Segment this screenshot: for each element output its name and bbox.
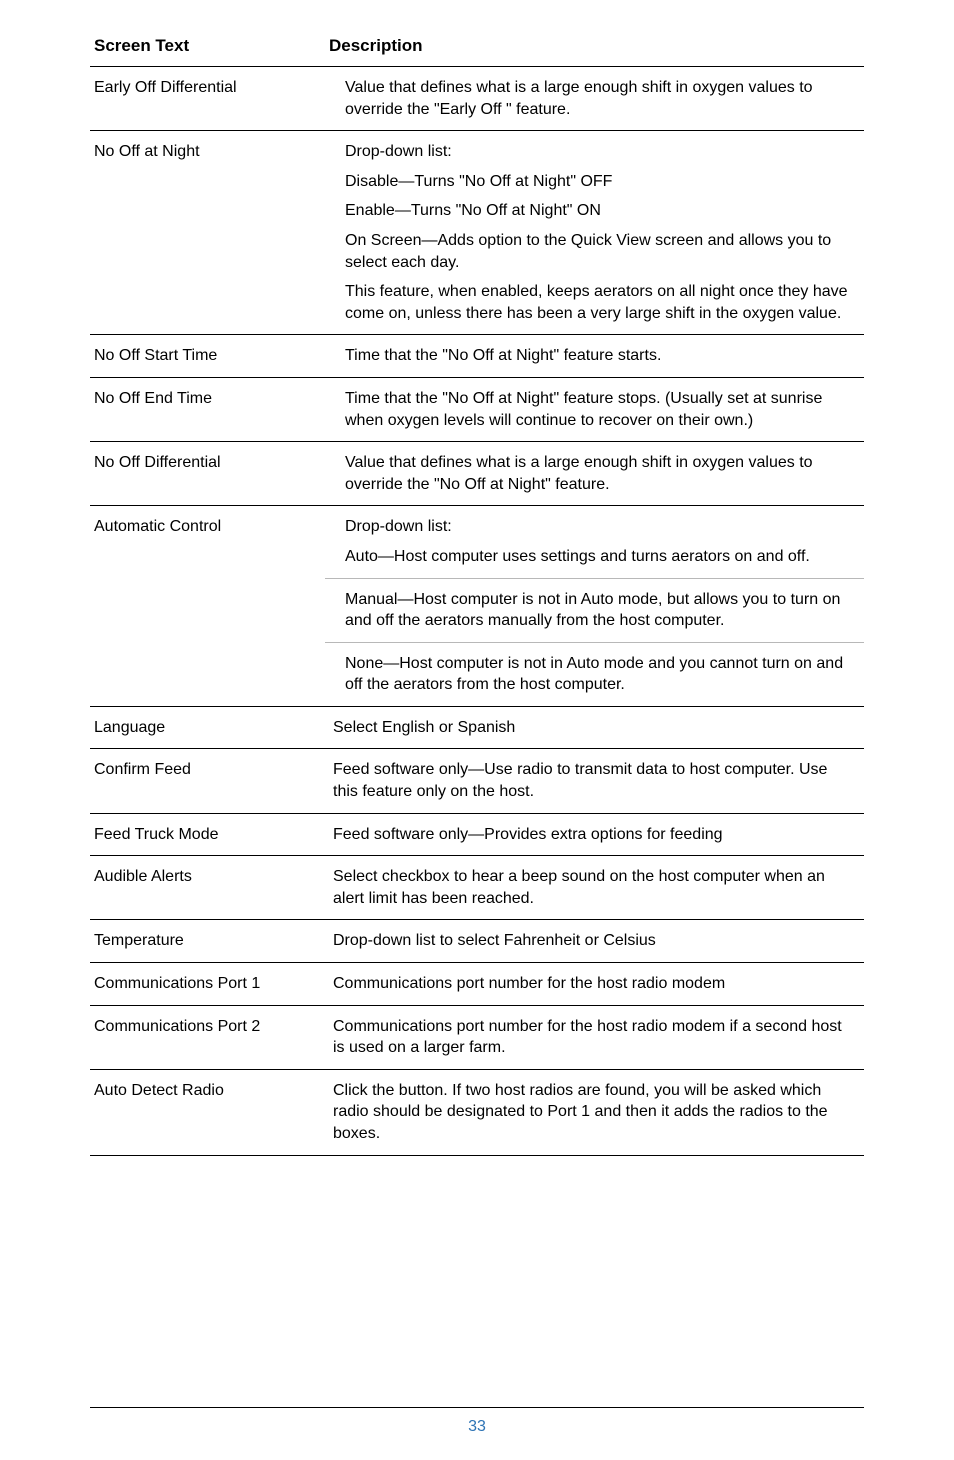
document-page: Screen Text Description Early Off Differ… <box>0 0 954 1460</box>
term-cell: Automatic Control <box>90 506 325 707</box>
description-text: Value that defines what is a large enoug… <box>345 77 856 120</box>
description-text: Feed software only—Provides extra option… <box>333 824 856 846</box>
description-block: Drop-down list: Disable—Turns "No Off at … <box>325 131 864 334</box>
term-cell: Temperature <box>90 920 325 963</box>
term-cell: No Off Differential <box>90 442 325 506</box>
page-footer: 33 <box>0 1407 954 1436</box>
description-text: Value that defines what is a large enoug… <box>345 452 856 495</box>
description-cell: Click the button. If two host radios are… <box>325 1069 864 1155</box>
description-block: Click the button. If two host radios are… <box>325 1070 864 1155</box>
table-row: Confirm FeedFeed software only—Use radio… <box>90 749 864 813</box>
description-text: Feed software only—Use radio to transmit… <box>333 759 856 802</box>
description-text: This feature, when enabled, keeps aerato… <box>345 281 856 324</box>
term-cell: No Off End Time <box>90 377 325 441</box>
description-block: Time that the "No Off at Night" feature … <box>325 378 864 441</box>
description-text: Drop-down list: <box>345 141 856 163</box>
description-cell: Communications port number for the host … <box>325 1005 864 1069</box>
table-row: Auto Detect RadioClick the button. If tw… <box>90 1069 864 1155</box>
description-text: Drop-down list to select Fahrenheit or C… <box>333 930 856 952</box>
header-description: Description <box>325 30 864 67</box>
header-screen-text: Screen Text <box>90 30 325 67</box>
description-block: Feed software only—Provides extra option… <box>325 814 864 856</box>
description-block: Drop-down list to select Fahrenheit or C… <box>325 920 864 962</box>
term-cell: Auto Detect Radio <box>90 1069 325 1155</box>
definitions-table: Screen Text Description Early Off Differ… <box>90 30 864 1156</box>
table-row: Automatic Control Drop-down list: Auto—Hos… <box>90 506 864 707</box>
description-text: Select English or Spanish <box>333 717 856 739</box>
description-text: Time that the "No Off at Night" feature … <box>345 388 856 431</box>
description-block: Select checkbox to hear a beep sound on … <box>325 856 864 919</box>
description-cell: Drop-down list: Disable—Turns "No Off at … <box>325 131 864 335</box>
footer-rule <box>90 1407 864 1408</box>
description-cell: Time that the "No Off at Night" feature … <box>325 377 864 441</box>
description-block: None—Host computer is not in Auto mode a… <box>325 642 864 706</box>
table-header-row: Screen Text Description <box>90 30 864 67</box>
table-row: Language Select English or Spanish <box>90 706 864 749</box>
description-cell: Value that defines what is a large enoug… <box>325 67 864 131</box>
description-text: Communications port number for the host … <box>333 1016 856 1059</box>
table-row: Communications Port 1 Communications port… <box>90 963 864 1006</box>
description-block: Value that defines what is a large enoug… <box>325 67 864 130</box>
term-cell: No Off at Night <box>90 131 325 335</box>
description-text: On Screen—Adds option to the Quick View … <box>345 230 856 273</box>
description-cell: Drop-down list to select Fahrenheit or C… <box>325 920 864 963</box>
table-row: No Off at Night Drop-down list: Disable—Tu… <box>90 131 864 335</box>
description-text: None—Host computer is not in Auto mode a… <box>345 653 856 696</box>
description-text: Manual—Host computer is not in Auto mode… <box>345 589 856 632</box>
table-row: No Off Start Time Time that the "No Off a… <box>90 335 864 378</box>
description-block: Feed software only—Use radio to transmit… <box>325 749 864 812</box>
table-row: Audible AlertsSelect checkbox to hear a … <box>90 856 864 920</box>
term-cell: Language <box>90 706 325 749</box>
description-cell: Value that defines what is a large enoug… <box>325 442 864 506</box>
table-row: Early Off Differential Value that defines… <box>90 67 864 131</box>
description-cell: Drop-down list: Auto—Host computer uses s… <box>325 506 864 707</box>
description-block: Manual—Host computer is not in Auto mode… <box>325 578 864 642</box>
table-row: No Off Differential Value that defines wh… <box>90 442 864 506</box>
description-block: Communications port number for the host … <box>325 963 864 1005</box>
description-block: Select English or Spanish <box>325 707 864 749</box>
description-cell: Feed software only—Provides extra option… <box>325 813 864 856</box>
term-cell: Early Off Differential <box>90 67 325 131</box>
description-cell: Select checkbox to hear a beep sound on … <box>325 856 864 920</box>
page-number: 33 <box>468 1418 486 1435</box>
description-cell: Select English or Spanish <box>325 706 864 749</box>
description-text: Drop-down list: <box>345 516 856 538</box>
description-text: Select checkbox to hear a beep sound on … <box>333 866 856 909</box>
term-cell: Communications Port 2 <box>90 1005 325 1069</box>
description-text: Communications port number for the host … <box>333 973 856 995</box>
description-block: Time that the "No Off at Night" feature … <box>325 335 864 377</box>
description-text: Disable—Turns "No Off at Night" OFF <box>345 171 856 193</box>
description-text: Time that the "No Off at Night" feature … <box>345 345 856 367</box>
description-text: Enable—Turns "No Off at Night" ON <box>345 200 856 222</box>
description-block: Communications port number for the host … <box>325 1006 864 1069</box>
table-row: Feed Truck Mode Feed software only—Provid… <box>90 813 864 856</box>
term-cell: Confirm Feed <box>90 749 325 813</box>
term-cell: Feed Truck Mode <box>90 813 325 856</box>
term-cell: Communications Port 1 <box>90 963 325 1006</box>
table-row: Temperature Drop-down list to select Fahr… <box>90 920 864 963</box>
description-block: Value that defines what is a large enoug… <box>325 442 864 505</box>
table-row: No Off End Time Time that the "No Off at … <box>90 377 864 441</box>
description-cell: Time that the "No Off at Night" feature … <box>325 335 864 378</box>
description-text: Click the button. If two host radios are… <box>333 1080 856 1145</box>
table-body: Early Off Differential Value that defines… <box>90 67 864 1156</box>
description-cell: Communications port number for the host … <box>325 963 864 1006</box>
description-cell: Feed software only—Use radio to transmit… <box>325 749 864 813</box>
description-text: Auto—Host computer uses settings and tur… <box>345 546 856 568</box>
term-cell: Audible Alerts <box>90 856 325 920</box>
term-cell: No Off Start Time <box>90 335 325 378</box>
table-row: Communications Port 2Communications port… <box>90 1005 864 1069</box>
description-block: Drop-down list: Auto—Host computer uses s… <box>325 506 864 577</box>
